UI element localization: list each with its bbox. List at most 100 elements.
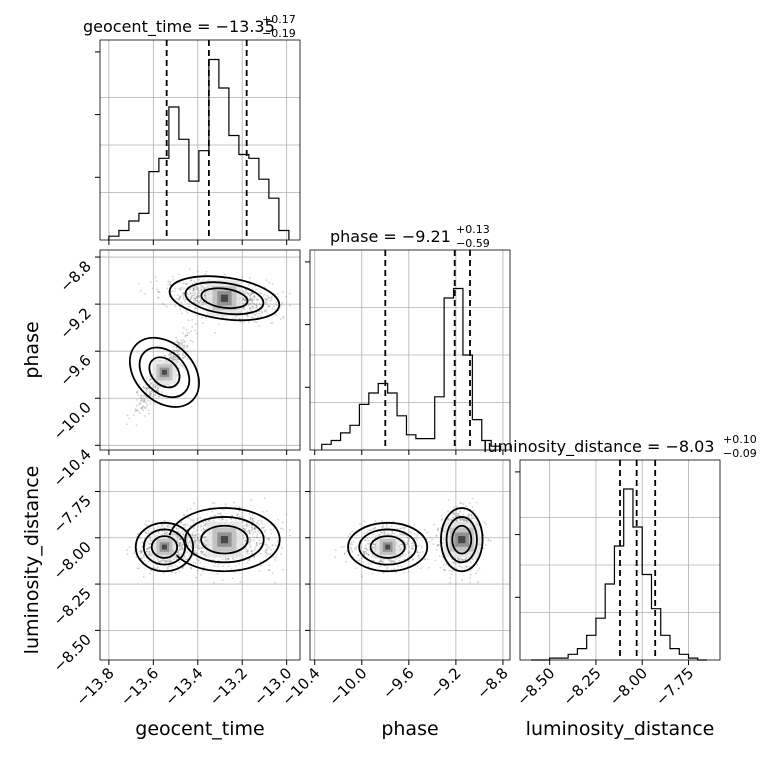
sample-point — [251, 518, 254, 521]
sample-point — [269, 552, 272, 555]
sample-point — [157, 532, 160, 535]
sample-point — [417, 555, 419, 557]
sample-point — [204, 536, 207, 539]
sample-point — [252, 306, 255, 309]
sample-point — [194, 323, 197, 325]
sample-point — [416, 545, 419, 548]
sample-point — [179, 364, 182, 366]
sample-point — [202, 569, 205, 572]
sample-point — [390, 525, 393, 527]
sample-point — [149, 378, 152, 380]
sample-point — [179, 538, 182, 541]
x-tick-label-phase: −9.2 — [426, 664, 464, 702]
sample-point — [148, 546, 151, 549]
sample-point — [154, 394, 157, 397]
sample-point — [205, 554, 207, 557]
sample-point — [245, 289, 248, 291]
sample-point — [355, 548, 357, 550]
sample-point — [249, 546, 252, 548]
sample-point — [381, 519, 384, 522]
x-tick-label-phase: −10.0 — [325, 664, 370, 709]
sample-point — [201, 285, 204, 287]
sample-point — [142, 397, 145, 399]
sample-point — [182, 357, 185, 359]
sample-point — [251, 517, 254, 520]
sample-point — [161, 523, 163, 526]
sample-point — [156, 288, 159, 291]
sample-point — [197, 287, 200, 289]
sample-point — [461, 566, 463, 569]
sample-point — [196, 299, 199, 302]
sample-point — [201, 547, 204, 550]
sample-point — [271, 282, 274, 285]
sample-point — [415, 538, 418, 541]
sample-point — [164, 354, 167, 357]
sample-point — [252, 531, 255, 533]
sample-point — [453, 512, 456, 515]
sample-point — [250, 530, 252, 532]
sample-point — [180, 538, 183, 541]
sample-point — [167, 523, 170, 526]
sample-point — [208, 519, 210, 522]
sample-point — [203, 528, 206, 531]
sample-point — [150, 569, 152, 572]
sample-point — [196, 569, 199, 572]
sample-point — [134, 408, 137, 410]
sample-point — [145, 532, 148, 535]
sample-point — [179, 362, 182, 365]
sample-point — [268, 296, 270, 299]
sample-point — [418, 557, 421, 559]
sample-point — [263, 526, 265, 529]
sample-point — [172, 356, 175, 358]
sample-point — [181, 549, 184, 551]
sample-point — [176, 364, 179, 366]
sample-point — [149, 539, 152, 541]
sample-point — [182, 332, 184, 334]
sample-point — [250, 297, 253, 300]
sample-point — [170, 357, 173, 360]
sample-point — [232, 557, 234, 560]
sample-point — [196, 314, 198, 316]
sample-point — [146, 548, 149, 551]
sample-point — [175, 527, 178, 530]
sample-point — [194, 539, 197, 542]
sample-point — [156, 567, 158, 570]
sample-point — [139, 552, 142, 554]
sample-point — [348, 535, 350, 538]
sample-point — [353, 548, 356, 550]
sample-point — [139, 402, 142, 405]
sample-point — [148, 375, 151, 378]
sample-point — [264, 529, 267, 532]
sample-point — [177, 294, 179, 296]
sample-point — [165, 531, 168, 534]
sample-point — [222, 565, 225, 568]
sample-point — [167, 533, 170, 536]
sample-point — [189, 279, 192, 281]
sample-point — [411, 542, 413, 544]
sample-point — [184, 334, 187, 337]
sample-point — [487, 539, 490, 542]
sample-point — [176, 551, 179, 553]
sample-point — [151, 287, 154, 290]
sample-point — [200, 529, 203, 532]
sample-point — [176, 565, 179, 568]
sample-point — [156, 558, 159, 561]
sample-point — [407, 560, 410, 562]
sample-point — [165, 520, 168, 523]
sample-point — [453, 506, 455, 509]
sample-point — [192, 521, 195, 524]
sample-point — [178, 545, 181, 548]
sample-point — [248, 512, 251, 515]
x-tick-label-geocent_time: −13.8 — [72, 664, 117, 709]
sample-point — [365, 550, 367, 553]
sample-point — [190, 542, 192, 545]
sample-point — [174, 571, 177, 574]
sample-point — [227, 558, 230, 560]
sample-point — [204, 523, 207, 526]
sample-point — [241, 511, 244, 514]
sample-point — [402, 553, 405, 556]
sample-point — [183, 523, 186, 526]
sample-point — [366, 537, 369, 540]
sample-point — [157, 560, 160, 563]
sample-point — [203, 553, 205, 556]
